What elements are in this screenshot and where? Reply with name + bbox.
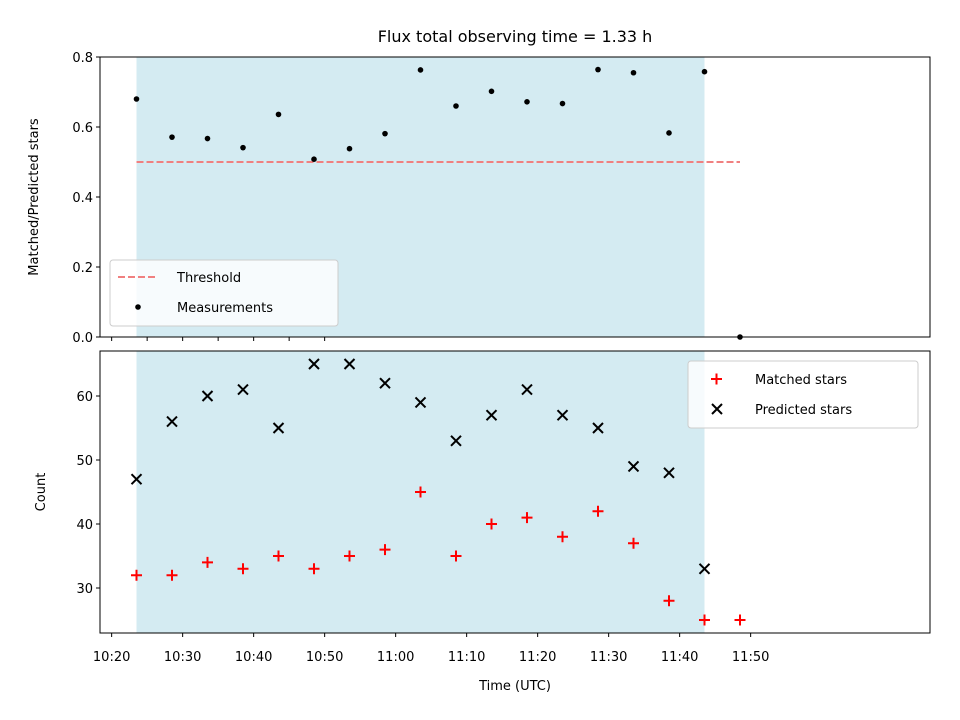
top-y-tick-label: 0.0 — [72, 331, 93, 346]
predicted-star-point — [521, 383, 533, 396]
measurement-point — [595, 66, 601, 73]
measurement-point — [311, 156, 317, 162]
top-legend: Threshold Measurements — [109, 259, 339, 327]
measurement-point — [169, 134, 175, 140]
measurement-point — [701, 68, 708, 75]
top-panel: 0.00.20.40.60.8 Matched/Predicted stars … — [27, 51, 931, 346]
predicted-star-point — [414, 396, 427, 409]
predicted-star-point — [450, 435, 462, 447]
legend-matched-swatch — [711, 373, 722, 385]
legend-matched-label: Matched stars — [755, 373, 847, 388]
x-tick-label: 11:40 — [661, 650, 698, 665]
x-tick-label: 10:20 — [93, 650, 130, 665]
x-tick-label: 11:50 — [732, 650, 769, 665]
matched-star-point — [308, 563, 320, 575]
measurement-point — [559, 100, 566, 107]
x-tick-label: 11:10 — [448, 650, 485, 665]
top-y-tick-label: 0.8 — [72, 51, 93, 66]
measurement-point — [275, 111, 282, 118]
predicted-star-point — [343, 358, 356, 370]
bottom-y-tick-label: 50 — [76, 454, 93, 469]
bottom-legend: Matched stars Predicted stars — [687, 360, 919, 429]
top-legend-box — [109, 259, 339, 327]
legend-threshold-label: Threshold — [176, 271, 241, 286]
legend-measurements-label: Measurements — [177, 301, 273, 316]
matched-star-point — [521, 512, 533, 524]
matched-star-point — [734, 614, 746, 626]
measurement-point — [666, 130, 672, 136]
x-axis-label: Time (UTC) — [478, 679, 551, 694]
top-y-axis-label: Matched/Predicted stars — [27, 118, 42, 276]
matched-star-point — [486, 518, 497, 530]
predicted-star-point — [308, 358, 320, 370]
predicted-star-point — [698, 563, 711, 575]
measurement-point — [382, 130, 388, 137]
bottom-axes-frame — [99, 350, 931, 634]
bottom-y-axis-label: Count — [34, 473, 49, 512]
matched-star-point — [557, 531, 568, 543]
x-tick-label: 11:30 — [590, 650, 627, 665]
measurement-point — [346, 145, 353, 152]
predicted-star-point — [556, 409, 569, 421]
matched-star-point — [202, 556, 213, 568]
measurement-point — [453, 103, 459, 109]
legend-predicted-swatch — [711, 403, 723, 415]
predicted-star-point — [485, 409, 498, 421]
matched-star-point — [699, 614, 710, 626]
bottom-marks — [130, 358, 746, 626]
predicted-star-point — [201, 390, 214, 402]
matched-star-point — [166, 569, 178, 581]
legend-predicted-label: Predicted stars — [755, 403, 852, 418]
matched-star-point — [628, 537, 639, 549]
matched-star-point — [131, 569, 142, 581]
matched-star-point — [415, 486, 426, 498]
measurement-point — [240, 144, 246, 151]
x-tick-label: 10:30 — [164, 650, 201, 665]
matched-star-point — [379, 544, 391, 556]
top-y-tick-label: 0.4 — [72, 191, 93, 206]
predicted-star-point — [592, 422, 604, 434]
x-tick-label: 11:00 — [377, 650, 414, 665]
x-tick-label: 11:20 — [519, 650, 556, 665]
top-marks — [133, 66, 743, 340]
legend-measurements-swatch — [135, 304, 141, 310]
measurement-point — [524, 99, 530, 105]
measurement-point — [204, 135, 211, 142]
bottom-y-tick-label: 60 — [76, 390, 93, 405]
bottom-x-ticks: 10:20 10:30 10:40 10:50 11:00 11:10 11:20 11:30… — [93, 633, 769, 665]
predicted-star-point — [130, 473, 143, 485]
predicted-star-point — [663, 467, 675, 479]
measurement-point — [488, 88, 495, 95]
matched-star-point — [663, 595, 675, 607]
bottom-y-tick-label: 30 — [76, 582, 93, 597]
bottom-y-tick-label: 40 — [76, 518, 93, 533]
top-x-ticks — [111, 337, 326, 341]
matched-star-point — [237, 563, 249, 575]
top-y-tick-label: 0.2 — [72, 261, 93, 276]
x-tick-label: 10:50 — [306, 650, 343, 665]
bottom-legend-box — [687, 360, 919, 429]
top-y-ticks: 0.0 0.2 0.4 0.6 0.8 — [72, 51, 100, 346]
top-y-tick-label: 0.6 — [72, 121, 93, 136]
predicted-star-point — [166, 415, 178, 428]
predicted-star-point — [272, 422, 285, 434]
measurement-point — [630, 69, 637, 76]
predicted-star-point — [627, 460, 640, 473]
matched-star-point — [344, 550, 355, 562]
matched-star-point — [450, 550, 462, 562]
x-tick-label: 10:40 — [235, 650, 272, 665]
measurement-point — [417, 67, 424, 73]
bottom-y-ticks: 30 40 50 60 — [76, 390, 100, 597]
matched-star-point — [273, 550, 284, 562]
measurement-point — [133, 96, 140, 102]
predicted-star-point — [379, 377, 391, 389]
matched-star-point — [592, 505, 604, 517]
predicted-star-point — [237, 383, 249, 396]
chart-title: Flux total observing time = 1.33 h — [378, 27, 653, 46]
